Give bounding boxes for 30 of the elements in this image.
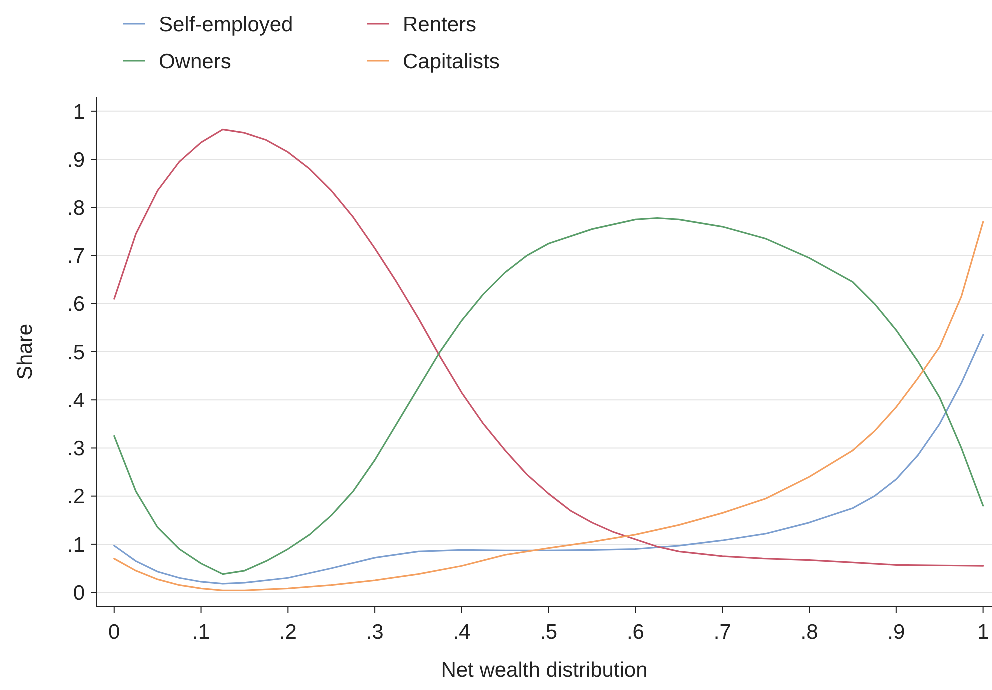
x-tick-label: .5 bbox=[540, 621, 558, 644]
x-tick-label: 1 bbox=[977, 621, 990, 644]
line-series bbox=[114, 334, 984, 585]
x-tick-label: .3 bbox=[366, 621, 384, 644]
line-series bbox=[114, 128, 984, 567]
x-tick-label: .7 bbox=[714, 621, 732, 644]
legend-label: Capitalists bbox=[403, 50, 500, 74]
y-tick-label: 0 bbox=[73, 582, 85, 605]
y-tick-label: .4 bbox=[67, 389, 86, 412]
legend-label: Renters bbox=[403, 13, 477, 36]
y-tick-label: .8 bbox=[67, 197, 85, 220]
x-tick-label: 0 bbox=[108, 621, 120, 644]
x-tick-label: .1 bbox=[192, 621, 210, 644]
y-tick-label: .1 bbox=[67, 534, 85, 557]
y-axis-title: Share bbox=[14, 324, 37, 380]
y-tick-label: .6 bbox=[67, 293, 85, 316]
y-tick-label: .7 bbox=[67, 245, 85, 268]
x-tick-label: .9 bbox=[888, 621, 906, 644]
legend-label: Self-employed bbox=[159, 13, 294, 36]
y-tick-label: .5 bbox=[67, 341, 85, 364]
y-tick-label: .2 bbox=[67, 486, 85, 509]
y-tick-label: .3 bbox=[67, 438, 85, 461]
x-tick-label: .2 bbox=[279, 621, 297, 644]
legend-label: Owners bbox=[159, 50, 232, 74]
y-tick-label: .9 bbox=[67, 148, 85, 172]
x-tick-label: .8 bbox=[800, 621, 818, 644]
x-tick-label: .6 bbox=[626, 621, 644, 644]
x-axis-title: Net wealth distribution bbox=[441, 659, 648, 682]
y-tick-label: 1 bbox=[73, 100, 85, 124]
x-tick-label: .4 bbox=[453, 621, 472, 644]
